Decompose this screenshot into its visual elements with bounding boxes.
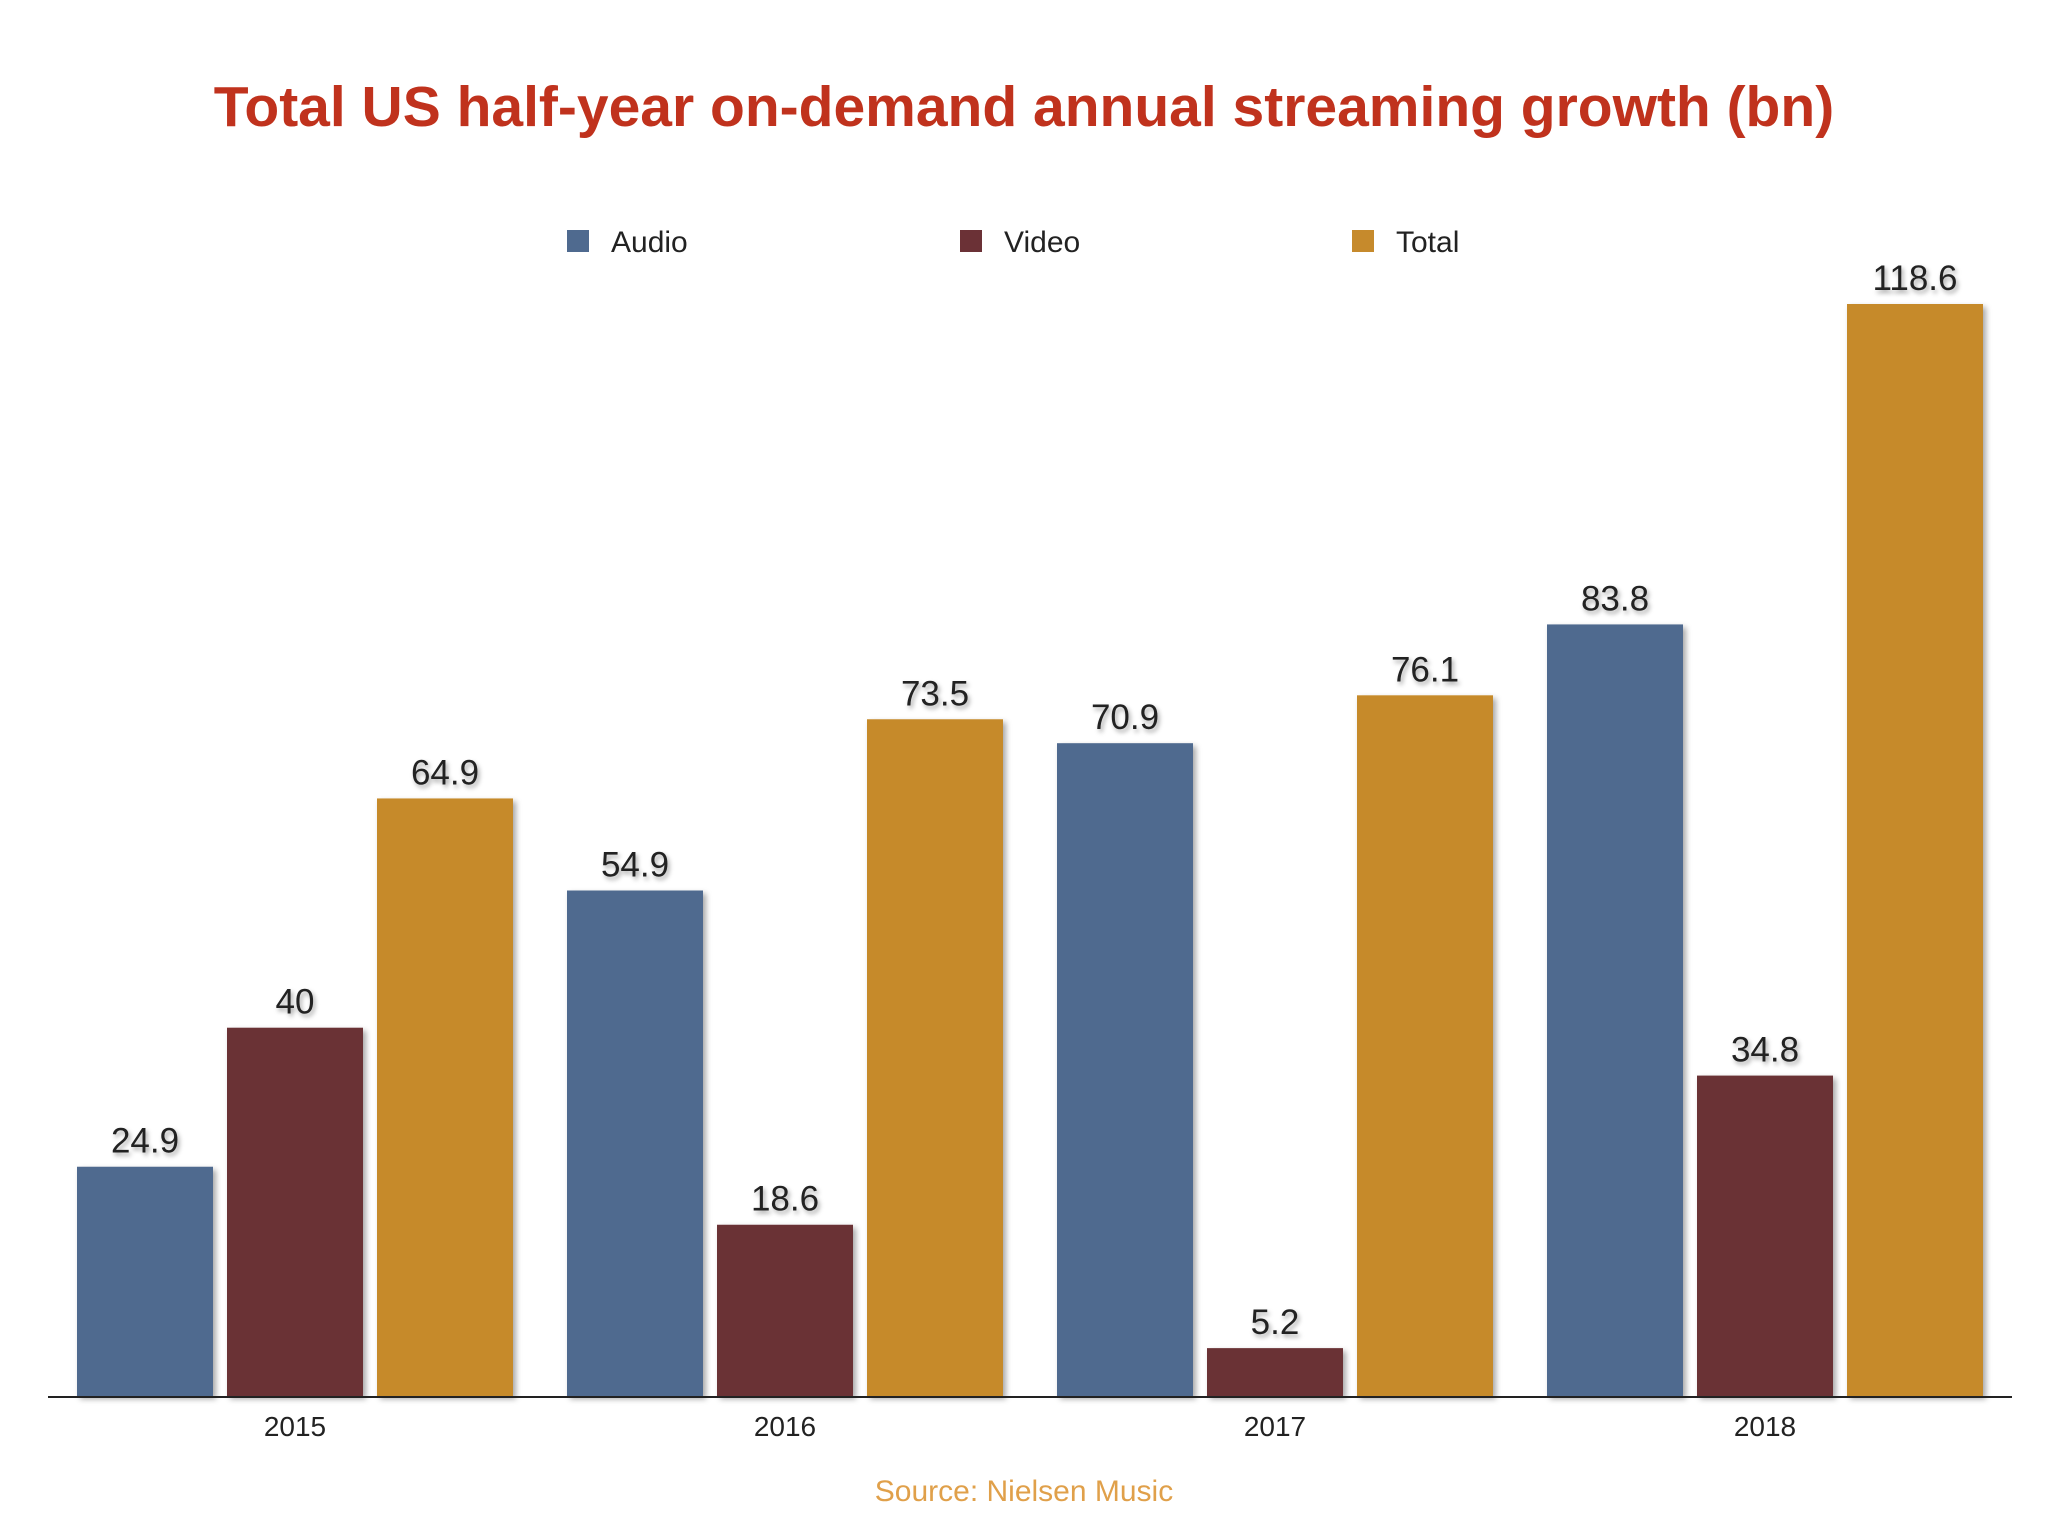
bar-total-2018 [1847,304,1983,1396]
value-label-audio-2017: 70.9 [1091,698,1159,737]
bar-audio-2018 [1547,624,1683,1396]
bar-video-2018 [1697,1075,1833,1396]
x-axis-tick-labels: 2015 2016 2017 2018 [264,1411,1796,1442]
bar-audio-2015 [77,1166,213,1396]
x-tick-label-2017: 2017 [1244,1411,1306,1442]
legend-label-video: Video [1004,226,1080,259]
bar-video-2016 [717,1224,853,1396]
legend-label-total: Total [1396,226,1459,259]
legend-label-audio: Audio [611,226,688,259]
value-label-video-2016: 18.6 [751,1180,819,1219]
legend: Audio Video Total [567,226,1459,259]
chart-title: Total US half-year on-demand annual stre… [213,75,1835,139]
bar-total-2015 [377,798,513,1396]
bar-video-2015 [227,1027,363,1396]
value-label-audio-2016: 54.9 [601,846,669,885]
value-label-audio-2015: 24.9 [111,1122,179,1161]
value-label-total-2015: 64.9 [411,753,479,792]
x-tick-label-2015: 2015 [264,1411,326,1442]
value-label-total-2017: 76.1 [1391,650,1459,689]
bar-total-2016 [867,719,1003,1396]
value-label-total-2018: 118.6 [1873,259,1958,298]
legend-swatch-total [1352,230,1374,252]
x-tick-label-2018: 2018 [1734,1411,1796,1442]
bar-video-2017 [1207,1348,1343,1396]
bar-total-2017 [1357,695,1493,1396]
bar-audio-2017 [1057,743,1193,1396]
value-label-total-2016: 73.5 [901,674,969,713]
legend-swatch-video [960,230,982,252]
value-labels: 24.9 40 64.9 54.9 18.6 73.5 70.9 5.2 76.1 83.8 34.… [111,259,1958,1342]
value-label-video-2017: 5.2 [1251,1303,1300,1342]
bar-audio-2016 [567,890,703,1396]
bars [77,304,1983,1396]
source-note: Source: Nielsen Music [874,1475,1174,1508]
legend-swatch-audio [567,230,589,252]
value-label-audio-2018: 83.8 [1581,579,1649,618]
x-tick-label-2016: 2016 [754,1411,816,1442]
value-label-video-2015: 40 [276,983,315,1022]
value-label-video-2018: 34.8 [1731,1031,1799,1070]
